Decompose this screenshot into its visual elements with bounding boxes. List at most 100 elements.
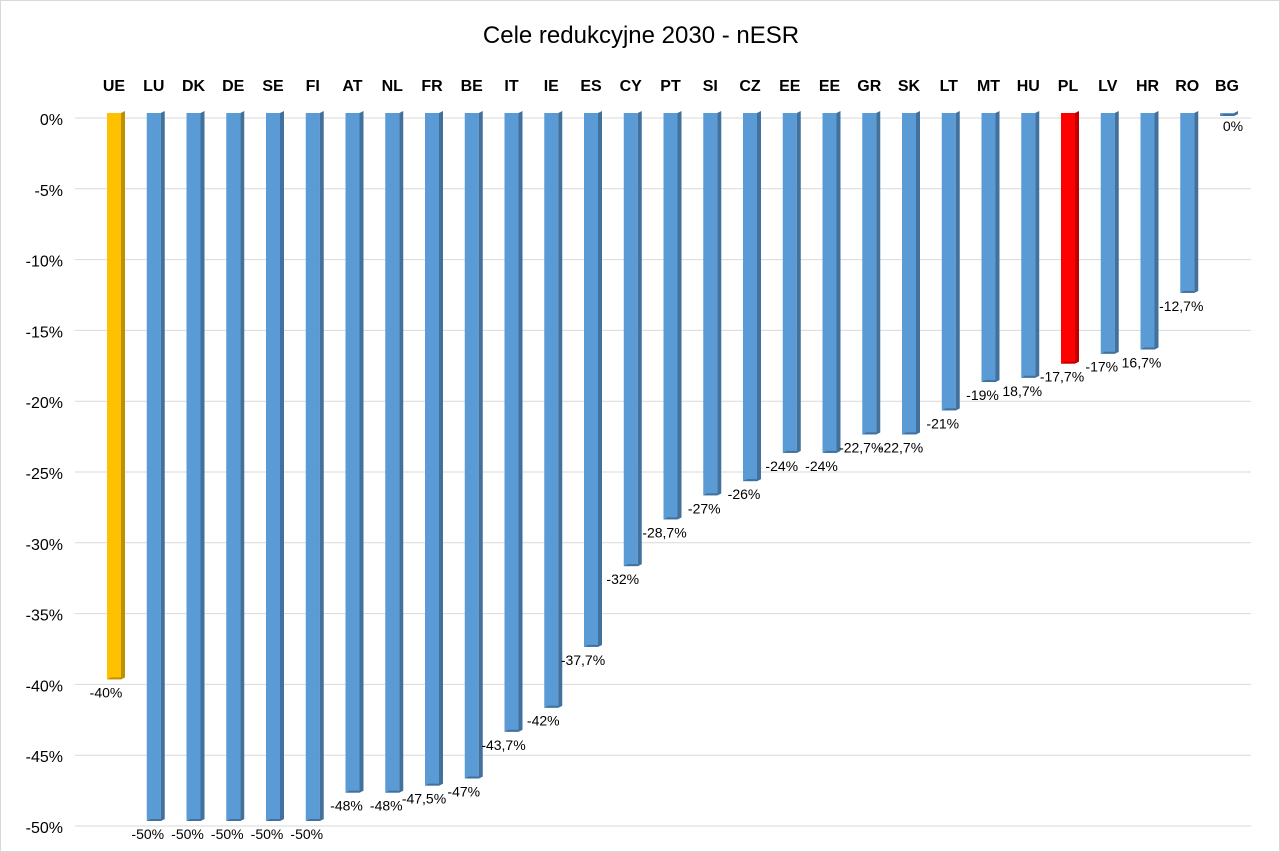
data-label: -24% [805,458,838,474]
data-label: -50% [131,826,164,842]
bar-fi [305,111,324,821]
data-label: -48% [370,798,403,814]
category-label: IT [504,78,518,95]
y-tick-label: -40% [26,678,63,695]
category-label: MT [977,78,1000,95]
y-tick-label: -50% [26,820,63,837]
data-label: -50% [171,826,204,842]
y-tick-label: -30% [26,537,63,554]
bar-gr [862,111,881,435]
bar-lv [1100,111,1119,354]
category-label: GR [857,78,881,95]
category-label: LT [940,78,959,95]
category-label: SE [262,78,284,95]
y-tick-label: -35% [26,608,63,625]
category-label: AT [342,78,362,95]
category-label: IE [544,78,559,95]
y-tick-label: -10% [26,254,63,271]
y-tick-label: -45% [26,749,63,766]
y-tick-label: 0% [40,112,63,129]
bar-fr [425,111,443,786]
bar-be [464,111,483,779]
data-label: 0% [1223,118,1243,134]
category-label: ES [580,78,602,95]
bar-dk [186,111,205,821]
data-label: -37,7% [561,652,605,668]
y-tick-label: -5% [35,183,63,200]
bar-se [266,111,284,821]
bar-si [703,111,722,496]
data-label: -50% [251,826,284,842]
bar-ee [782,111,801,453]
data-label: -27% [688,500,721,516]
y-axis-ticks: 0% -5% -10% -15% -20% -25% -30% -35% -40% -45% -50… [26,112,63,837]
bar-cy [623,111,642,567]
bar-it [504,111,523,732]
bar-ro [1180,111,1199,293]
bar-ue [107,111,125,680]
category-labels: UE LU DK DE SE FI AT NL FR BE IT IE ES CY PT SI CZ EE EE GR… [103,78,1239,95]
bar-hr [1140,111,1159,350]
bars [107,111,1238,821]
data-label: -12,7% [1159,298,1203,314]
category-label: EE [819,78,841,95]
data-label: -28,7% [642,524,686,540]
category-label: LV [1098,78,1118,95]
bar-at [345,111,364,793]
category-label: EE [779,78,801,95]
data-labels: -40%-50% -50% -50% -50% -50%-48% -48% -47,5% -4… [90,118,1243,842]
data-label: 16,7% [1122,354,1162,370]
category-label: PL [1058,78,1079,95]
data-label: -50% [290,826,323,842]
chart-title: Cele redukcyjne 2030 - nESR [483,22,799,49]
category-label: FR [421,78,443,95]
category-label: DK [182,78,206,95]
data-label: -47,5% [402,791,446,807]
category-label: HR [1136,78,1160,95]
category-label: FI [306,78,320,95]
category-label: HU [1017,78,1040,95]
y-tick-label: -15% [26,324,63,341]
category-label: SK [898,78,921,95]
data-label: -22,7% [879,439,923,455]
category-label: BE [461,78,484,95]
category-label: LU [143,78,164,95]
bar-ee [822,111,841,453]
category-label: CY [620,78,643,95]
category-label: CZ [739,78,761,95]
bar-mt [981,111,1000,383]
data-label: -21% [926,415,959,431]
bar-sk [902,111,920,435]
data-label: -19% [966,387,999,403]
category-label: BG [1215,78,1239,95]
bar-cz [743,111,761,482]
y-tick-label: -20% [26,395,63,412]
data-label: -22,7% [839,439,883,455]
data-label: -42% [527,713,560,729]
bar-es [584,111,602,647]
data-label: -50% [211,826,244,842]
data-label: -26% [728,486,761,502]
category-label: SI [703,78,718,95]
bar-bg [1220,111,1238,116]
category-label: PT [660,78,681,95]
bar-nl [385,111,404,793]
data-label: -17,7% [1040,369,1084,385]
category-label: UE [103,78,126,95]
bar-ie [544,111,563,708]
data-label: -43,7% [481,737,525,753]
data-label: -48% [330,798,363,814]
bar-lu [146,111,165,821]
data-label: -40% [90,684,123,700]
y-tick-label: -25% [26,466,63,483]
bar-hu [1021,111,1040,378]
data-label: -47% [447,784,480,800]
bar-pt [663,111,682,520]
bar-de [226,111,245,821]
category-label: NL [382,78,404,95]
data-label: -17% [1085,359,1118,375]
data-label: -32% [606,571,639,587]
category-label: DE [222,78,245,95]
